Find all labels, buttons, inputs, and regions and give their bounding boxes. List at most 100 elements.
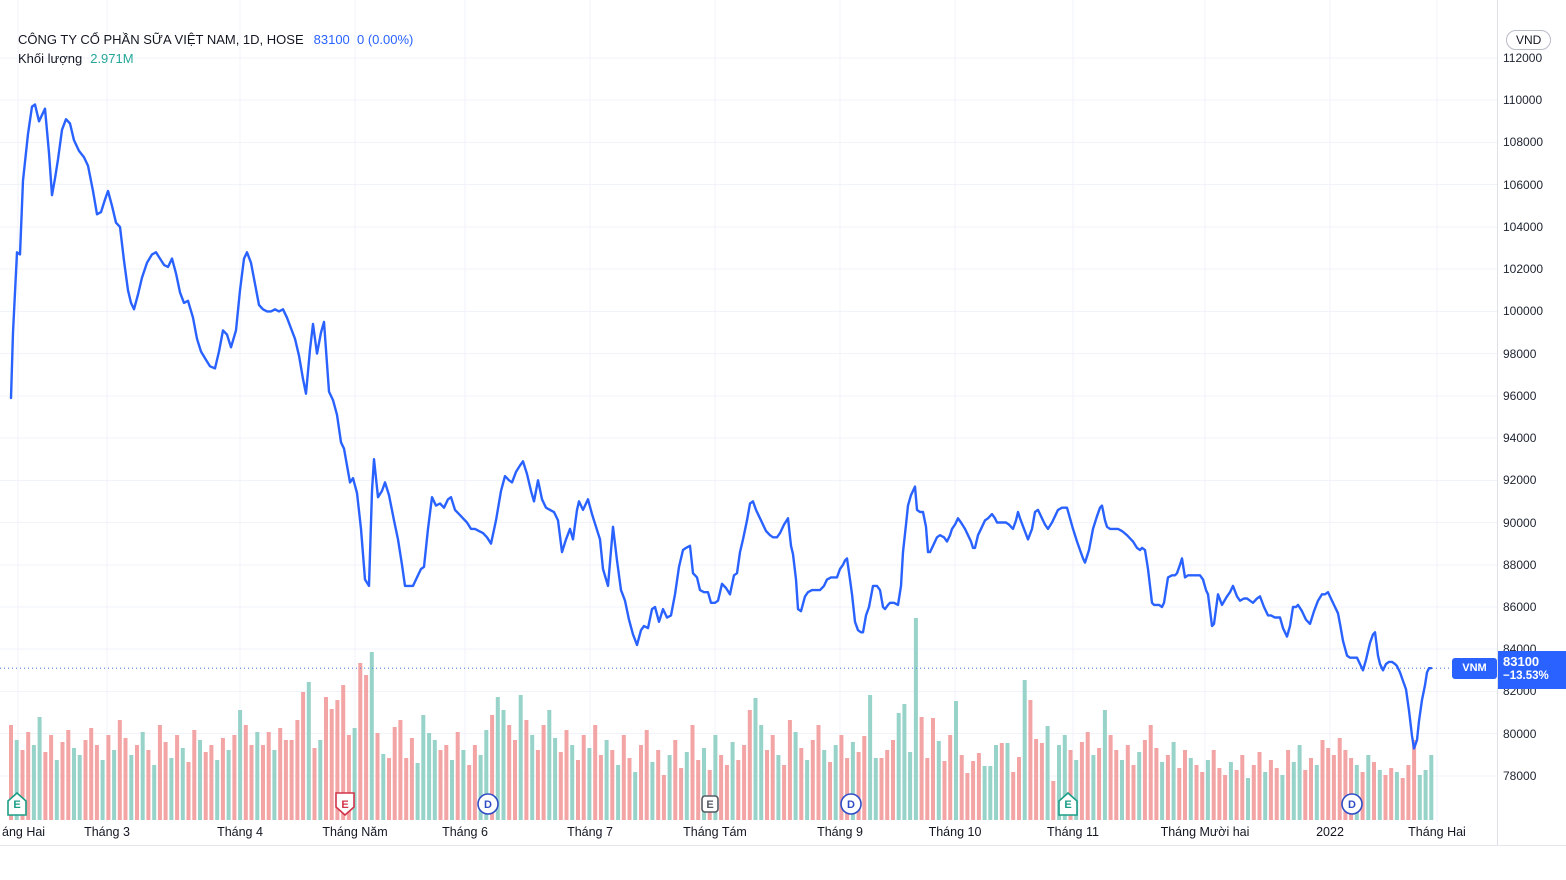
volume-bar [358, 663, 363, 820]
volume-bar [392, 727, 397, 820]
earnings-marker-icon[interactable] [7, 791, 27, 816]
volume-bar [1263, 772, 1268, 820]
currency-badge[interactable]: VND [1506, 30, 1552, 50]
chart-legend[interactable]: CÔNG TY CỔ PHẦN SỮA VIỆT NAM, 1D, HOSE 83… [18, 30, 413, 68]
price-chart-canvas[interactable]: áng Hai Tháng 3 Tháng 4 Tháng Năm Tháng 6 Thá… [0, 0, 1566, 846]
volume-bar [908, 752, 913, 820]
volume-bar [696, 760, 701, 820]
volume-bar [1211, 750, 1216, 820]
volume-bar [1268, 760, 1273, 820]
volume-bar [306, 682, 311, 820]
volume-bar [535, 750, 540, 820]
volume-bar [261, 745, 265, 820]
volume-bar [593, 725, 598, 820]
volume-bar [833, 745, 838, 820]
price-axis[interactable]: VND 112000 110000 108000 106000 104000 102000… [1497, 0, 1566, 845]
x-axis-label[interactable]: Tháng 3 [84, 825, 130, 839]
volume-bar [650, 762, 655, 820]
price-tick-label: 96000 [1503, 389, 1537, 403]
x-axis-label[interactable]: Tháng Tám [683, 825, 747, 839]
price-tick-label: 80000 [1503, 727, 1537, 741]
volume-bar [1274, 768, 1279, 820]
volume-bar [318, 740, 323, 820]
dividend-marker-icon[interactable] [840, 793, 862, 815]
volume-bar [541, 725, 546, 820]
volume-bar [610, 750, 615, 820]
quote-price: 83100 [313, 32, 350, 47]
x-axis-label[interactable]: áng Hai [2, 825, 45, 839]
x-axis-label[interactable]: Tháng 7 [567, 825, 613, 839]
x-axis-label[interactable]: Tháng 11 [1047, 825, 1099, 839]
volume-bar [1200, 772, 1205, 820]
volume-bar [94, 745, 99, 820]
volume-bar [627, 758, 632, 820]
volume-bar [828, 762, 832, 820]
volume-bar [335, 700, 340, 820]
volume-bar [450, 760, 454, 820]
last-price-label: 83100 −13.53% [1498, 651, 1566, 689]
volume-bar [329, 709, 334, 820]
earnings-marker-icon[interactable] [701, 795, 719, 813]
volume-bar [856, 752, 861, 820]
x-axis-label[interactable]: Tháng Năm [322, 825, 387, 839]
series-symbol-badge[interactable]: VNM [1452, 658, 1497, 679]
volume-bar [243, 725, 248, 820]
volume-bar [753, 698, 758, 820]
x-axis-label[interactable]: 2022 [1316, 825, 1344, 839]
volume-bar [1349, 758, 1354, 820]
earnings-marker-icon[interactable] [335, 792, 355, 817]
volume-bar [982, 766, 987, 820]
volume-bar [1034, 739, 1039, 820]
volume-bar [782, 765, 787, 820]
volume-bar [719, 755, 724, 820]
volume-bar [398, 720, 403, 820]
volume-bar [209, 745, 214, 820]
volume-bar [513, 740, 517, 820]
volume-bar [186, 762, 191, 820]
volume-bar [169, 758, 174, 820]
volume-bar [1057, 745, 1061, 820]
x-axis-label[interactable]: Tháng 6 [442, 825, 488, 839]
volume-bar [976, 753, 981, 820]
earnings-marker-icon[interactable] [1058, 791, 1078, 816]
volume-bar [656, 750, 661, 820]
volume-bar [1280, 775, 1285, 820]
volume-bar [1377, 770, 1382, 820]
volume-bar [381, 754, 386, 820]
legend-volume-row: Khối lượng 2.971M [18, 49, 413, 68]
x-axis-label[interactable]: Tháng 4 [217, 825, 263, 839]
volume-bar [1120, 760, 1124, 820]
dividend-marker-icon[interactable] [1341, 793, 1363, 815]
volume-bar [1337, 738, 1342, 820]
volume-bar [215, 760, 220, 820]
volume-bar [816, 725, 821, 820]
dividend-marker-icon[interactable] [477, 793, 499, 815]
volume-bar [770, 735, 775, 820]
volume-bar [117, 720, 122, 820]
volume-bar [54, 760, 59, 820]
volume-bar [278, 728, 283, 820]
volume-bar [1011, 772, 1016, 820]
volume-bar [994, 745, 998, 820]
x-axis-label[interactable]: Tháng 10 [929, 825, 982, 839]
volume-bar [404, 758, 409, 820]
volume-bar [936, 741, 941, 820]
volume-bar [747, 710, 752, 820]
volume-bar [1079, 742, 1084, 820]
volume-bar [604, 740, 609, 820]
volume-bar [1160, 762, 1165, 820]
quote-change: 0 (0.00%) [357, 32, 414, 47]
volume-bar [1039, 743, 1044, 820]
volume-bar [146, 750, 151, 820]
volume-bar [564, 730, 569, 820]
volume-bar [879, 758, 884, 820]
volume-bar [581, 735, 586, 820]
volume-bar [1017, 757, 1021, 820]
volume-bar [1137, 752, 1142, 820]
x-axis-label[interactable]: Tháng 9 [817, 825, 863, 839]
x-axis-label[interactable]: Tháng Mười hai [1161, 825, 1250, 839]
marker-glyph: D [847, 799, 855, 811]
x-axis-label[interactable]: Tháng Hai [1408, 825, 1466, 839]
volume-bar [787, 720, 792, 820]
volume-bar [341, 685, 346, 820]
